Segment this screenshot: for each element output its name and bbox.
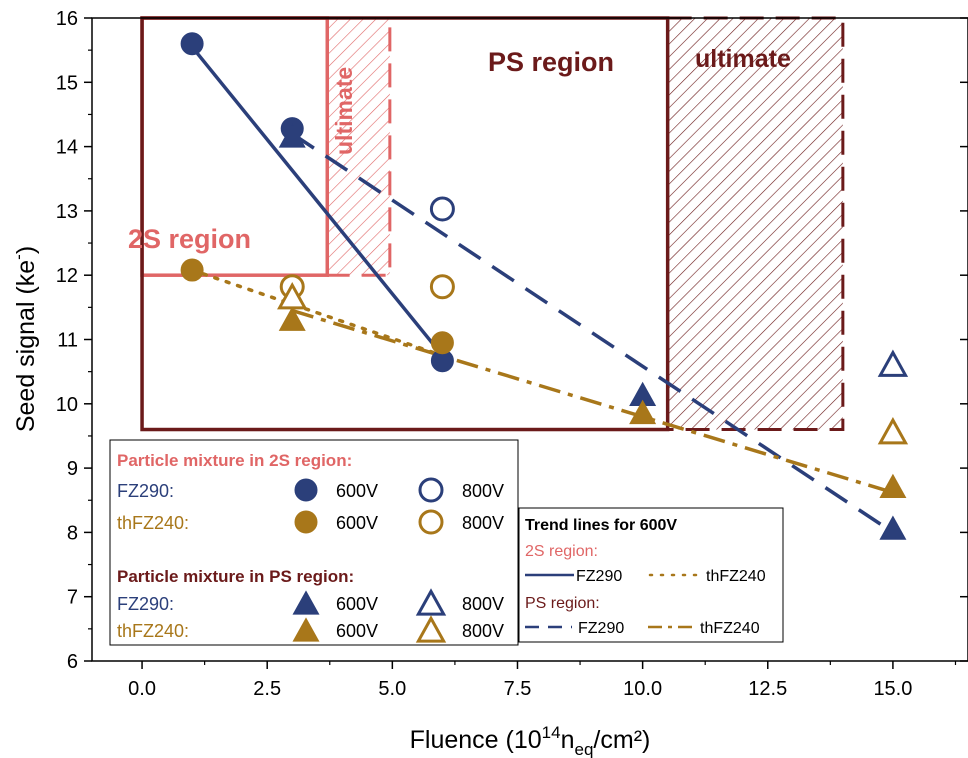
y-tick-label-9: 15 (56, 72, 78, 94)
region-label-ultimate-2s: ultimate (331, 67, 357, 155)
data-point-6-2 (879, 473, 907, 499)
legend-trend-th-ps: thFZ240 (700, 620, 760, 637)
legend-label-800-th-ps: 800V (462, 621, 504, 641)
legend-label-600-fz-2s: 600V (336, 481, 378, 501)
y-tick-label-4: 10 (56, 394, 78, 416)
legend-trend-swatches (525, 573, 704, 629)
legend-markers (292, 477, 447, 643)
region-hatch-3 (667, 18, 843, 430)
x-tick-label-0: 0.0 (128, 678, 156, 700)
trend-lines (190, 45, 894, 534)
legend-label-600-fz-ps: 600V (336, 594, 378, 614)
data-point-3-1 (429, 274, 455, 300)
data-point-4-2 (879, 515, 907, 540)
y-tick-label-1: 7 (67, 587, 78, 609)
data-point-6-0 (278, 306, 306, 331)
data-point-7-0 (277, 281, 308, 310)
region-label-2s: 2S region (128, 224, 251, 254)
data-point-2-1 (430, 331, 454, 355)
legend-particle-mixture: Particle mixture in 2S region: FZ290: th… (109, 439, 519, 646)
legend-marker-th-800-ps (415, 615, 447, 643)
legend-trend-title: Trend lines for 600V (525, 517, 677, 534)
axis-ticks: 0.0 2.5 5.0 7.5 10.0 12.5 15.0 6 7 8 9 10 11 12 13 14 15… (56, 8, 968, 700)
x-tick-label-5: 12.5 (748, 678, 787, 700)
region-border-1 (327, 16, 392, 277)
y-tick-label-5: 11 (57, 330, 78, 352)
y-tick-label-10: 16 (56, 8, 78, 30)
trend-line-0 (190, 45, 444, 357)
legend-trend-th-2s: thFZ240 (706, 568, 766, 585)
legend-trend-2s: 2S region: (525, 543, 598, 560)
region-hatch-1 (327, 18, 390, 276)
legend-marker-fz-800-ps (415, 588, 447, 616)
legend-trend-fz-2s: FZ290 (576, 568, 622, 585)
trend-line-2 (291, 132, 894, 534)
legend-trend-lines: Trend lines for 600V 2S region: FZ290 th… (518, 507, 784, 643)
data-point-1-0 (429, 196, 455, 222)
legend-marker-th-600-ps (292, 617, 320, 642)
legend-label-fz-ps: FZ290: (117, 594, 174, 614)
x-tick-label-2: 5.0 (378, 678, 406, 700)
data-point-4-0 (278, 123, 306, 148)
data-points (180, 32, 909, 540)
x-tick-label-6: 15.0 (873, 678, 912, 700)
region-label-ultimate-ps: ultimate (695, 45, 791, 73)
y-tick-label-7: 13 (56, 201, 78, 223)
legend-trend-ps: PS region: (525, 595, 600, 612)
y-tick-label-0: 6 (67, 651, 78, 673)
y-axis-label: Seed signal (ke-) (9, 246, 40, 432)
x-tick-label-3: 7.5 (504, 678, 532, 700)
legend-marker-th-600-2s (294, 510, 318, 534)
x-tick-label-1: 2.5 (253, 678, 281, 700)
trend-line-1 (190, 268, 445, 358)
legend-label-th-ps: thFZ240: (117, 621, 189, 641)
region-label-ps: PS region (488, 47, 614, 77)
legend-title-ps: Particle mixture in PS region: (117, 567, 354, 586)
data-point-7-1 (877, 416, 909, 445)
trend-line-3 (291, 308, 894, 495)
legend-title-2s: Particle mixture in 2S region: (117, 451, 352, 470)
legend-label-600-th-2s: 600V (336, 513, 378, 533)
legend-label-600-th-ps: 600V (336, 621, 378, 641)
y-tick-label-8: 14 (56, 137, 78, 159)
legend-marker-fz-600-ps (292, 590, 320, 615)
y-tick-label-6: 12 (56, 265, 78, 287)
legend-label-800-fz-2s: 800V (462, 481, 504, 501)
x-tick-label-4: 10.0 (623, 678, 662, 700)
data-point-0-0 (180, 32, 204, 56)
legend-label-800-fz-ps: 800V (462, 594, 504, 614)
data-point-6-1 (629, 399, 657, 425)
legend-label-fz-2s: FZ290: (117, 481, 174, 501)
data-point-2-0 (180, 258, 204, 282)
x-axis-label: Fluence (1014neq/cm²) (410, 723, 651, 758)
data-point-5-0 (877, 349, 909, 377)
legend-label-800-th-2s: 800V (462, 513, 504, 533)
legend-marker-fz-800-2s (418, 477, 444, 503)
legend-marker-fz-600-2s (294, 478, 318, 502)
legend-label-th-2s: thFZ240: (117, 513, 189, 533)
y-tick-label-2: 8 (67, 522, 78, 544)
legend-trend-fz-ps: FZ290 (578, 620, 624, 637)
y-tick-label-3: 9 (67, 458, 78, 480)
legend-marker-th-800-2s (418, 509, 444, 535)
